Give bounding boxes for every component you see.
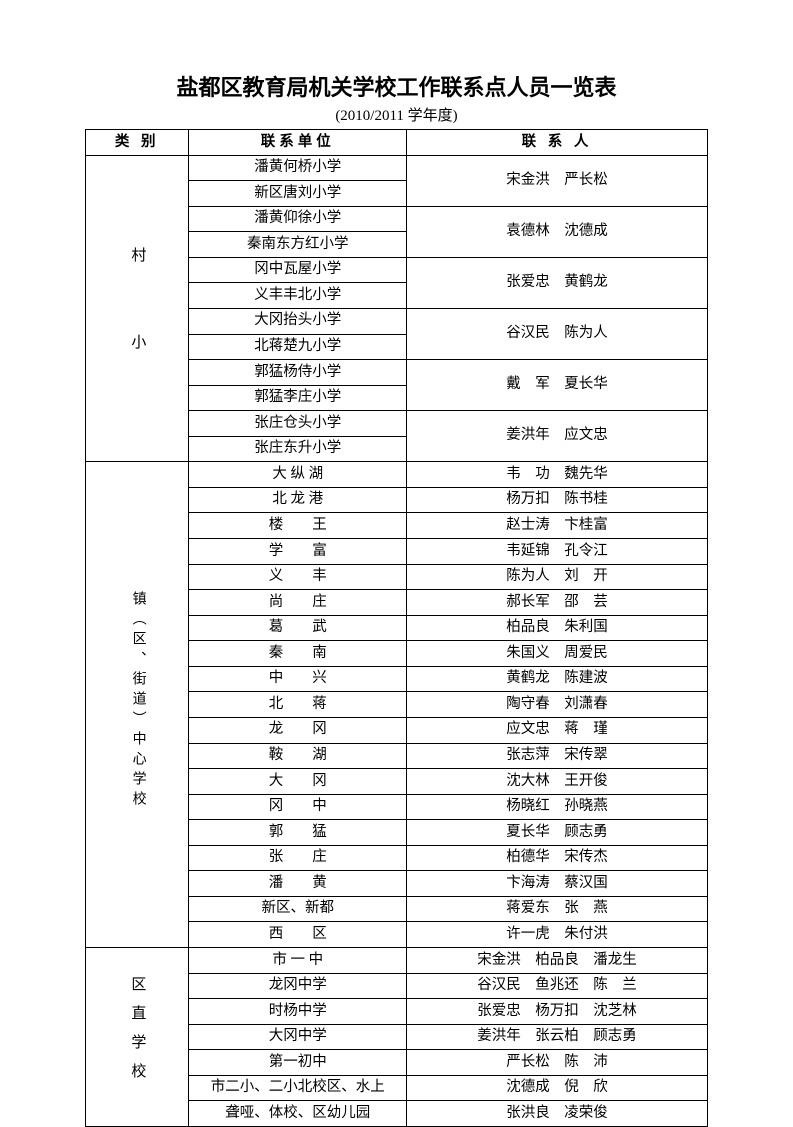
unit-cell: 张庄仓头小学 [189,411,407,437]
unit-cell: 尚 庄 [189,590,407,616]
page-title: 盐都区教育局机关学校工作联系点人员一览表 [85,70,708,102]
unit-cell: 郭猛杨侍小学 [189,360,407,386]
page-subtitle: (2010/2011 学年度) [85,104,708,125]
unit-cell: 中 兴 [189,666,407,692]
person-cell: 戴 军 夏长华 [407,360,708,411]
table-row: 村 小潘黄何桥小学宋金洪 严长松 [86,155,708,181]
unit-cell: 张 庄 [189,845,407,871]
unit-cell: 大冈中学 [189,1024,407,1050]
category-label: 村 小 [127,247,147,363]
unit-cell: 第一初中 [189,1050,407,1076]
person-cell: 姜洪年 应文忠 [407,411,708,462]
unit-cell: 郭猛李庄小学 [189,385,407,411]
unit-cell: 潘黄何桥小学 [189,155,407,181]
table-header-row: 类 别 联系单位 联 系 人 [86,130,708,156]
person-cell: 张爱忠 杨万扣 沈芝林 [407,999,708,1025]
category-label: 镇（区、街道）中心学校 [128,591,147,811]
category-cell-district: 区直学校 [86,948,189,1127]
unit-cell: 葛 武 [189,615,407,641]
person-cell: 谷汉民 陈为人 [407,308,708,359]
person-cell: 袁德林 沈德成 [407,206,708,257]
unit-cell: 北 蒋 [189,692,407,718]
unit-cell: 龙 冈 [189,717,407,743]
person-cell: 夏长华 顾志勇 [407,820,708,846]
unit-cell: 义 丰 [189,564,407,590]
unit-cell: 西 区 [189,922,407,948]
person-cell: 杨晓红 孙晓燕 [407,794,708,820]
person-cell: 许一虎 朱付洪 [407,922,708,948]
category-cell-village: 村 小 [86,155,189,462]
person-cell: 杨万扣 陈书桂 [407,487,708,513]
unit-cell: 大 纵 湖 [189,462,407,488]
person-cell: 张洪良 凌荣俊 [407,1101,708,1127]
person-cell: 韦延锦 孔令江 [407,539,708,565]
person-cell: 郝长军 邵 芸 [407,590,708,616]
person-cell: 柏德华 宋传杰 [407,845,708,871]
unit-cell: 北 龙 港 [189,487,407,513]
unit-cell: 秦南东方红小学 [189,232,407,258]
contact-table: 类 别 联系单位 联 系 人 村 小潘黄何桥小学宋金洪 严长松新区唐刘小学潘黄仰… [85,129,708,1127]
person-cell: 黄鹤龙 陈建波 [407,666,708,692]
unit-cell: 大 冈 [189,769,407,795]
person-cell: 陈为人 刘 开 [407,564,708,590]
unit-cell: 秦 南 [189,641,407,667]
unit-cell: 聋哑、体校、区幼儿园 [189,1101,407,1127]
person-cell: 韦 功 魏先华 [407,462,708,488]
person-cell: 姜洪年 张云柏 顾志勇 [407,1024,708,1050]
person-cell: 应文忠 蒋 瑾 [407,717,708,743]
unit-cell: 大冈抬头小学 [189,308,407,334]
unit-cell: 潘 黄 [189,871,407,897]
unit-cell: 张庄东升小学 [189,436,407,462]
person-cell: 柏品良 朱利国 [407,615,708,641]
unit-cell: 义丰丰北小学 [189,283,407,309]
person-cell: 赵士涛 卞桂富 [407,513,708,539]
person-cell: 张志萍 宋传翠 [407,743,708,769]
category-label: 区直学校 [127,976,147,1092]
person-cell: 沈德成 倪 欣 [407,1075,708,1101]
person-cell: 宋金洪 严长松 [407,155,708,206]
person-cell: 蒋爱东 张 燕 [407,896,708,922]
table-row: 镇（区、街道）中心学校大 纵 湖韦 功 魏先华 [86,462,708,488]
header-unit: 联系单位 [189,130,407,156]
person-cell: 沈大林 王开俊 [407,769,708,795]
person-cell: 谷汉民 鱼兆还 陈 兰 [407,973,708,999]
unit-cell: 冈 中 [189,794,407,820]
header-category: 类 别 [86,130,189,156]
person-cell: 陶守春 刘潇春 [407,692,708,718]
unit-cell: 北蒋楚九小学 [189,334,407,360]
unit-cell: 龙冈中学 [189,973,407,999]
header-person: 联 系 人 [407,130,708,156]
table-row: 区直学校市 一 中宋金洪 柏品良 潘龙生 [86,948,708,974]
unit-cell: 新区唐刘小学 [189,181,407,207]
unit-cell: 潘黄仰徐小学 [189,206,407,232]
person-cell: 张爱忠 黄鹤龙 [407,257,708,308]
unit-cell: 时杨中学 [189,999,407,1025]
person-cell: 朱国义 周爱民 [407,641,708,667]
person-cell: 卞海涛 蔡汉国 [407,871,708,897]
unit-cell: 新区、新都 [189,896,407,922]
unit-cell: 楼 王 [189,513,407,539]
unit-cell: 市 一 中 [189,948,407,974]
unit-cell: 鞍 湖 [189,743,407,769]
unit-cell: 学 富 [189,539,407,565]
unit-cell: 郭 猛 [189,820,407,846]
unit-cell: 冈中瓦屋小学 [189,257,407,283]
unit-cell: 市二小、二小北校区、水上 [189,1075,407,1101]
person-cell: 严长松 陈 沛 [407,1050,708,1076]
category-cell-town: 镇（区、街道）中心学校 [86,462,189,948]
person-cell: 宋金洪 柏品良 潘龙生 [407,948,708,974]
